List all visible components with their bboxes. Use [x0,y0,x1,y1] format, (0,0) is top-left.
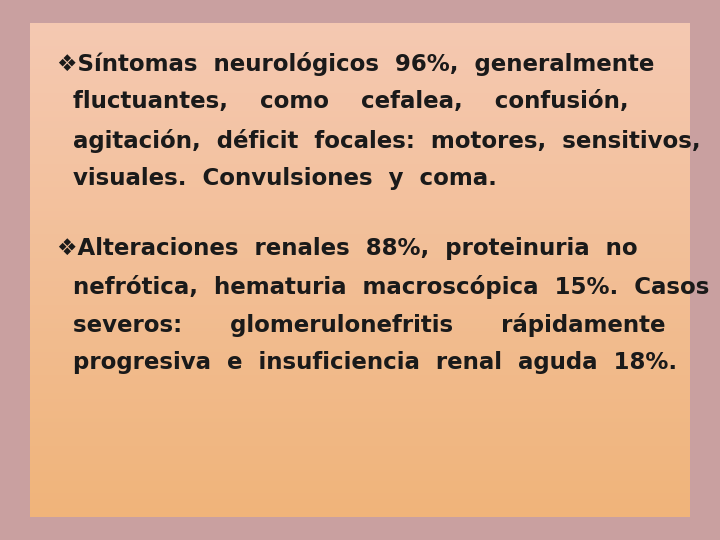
Text: ❖Síntomas  neurológicos  96%,  generalmente: ❖Síntomas neurológicos 96%, generalmente [57,52,654,76]
Text: ❖Alteraciones  renales  88%,  proteinuria  no: ❖Alteraciones renales 88%, proteinuria n… [57,237,637,260]
Text: visuales.  Convulsiones  y  coma.: visuales. Convulsiones y coma. [57,167,497,190]
Text: nefrótica,  hematuria  macroscópica  15%.  Casos: nefrótica, hematuria macroscópica 15%. C… [57,275,709,299]
Text: severos:      glomerulonefritis      rápidamente: severos: glomerulonefritis rápidamente [57,313,665,337]
Text: fluctuantes,    como    cefalea,    confusión,: fluctuantes, como cefalea, confusión, [57,90,629,113]
Text: progresiva  e  insuficiencia  renal  aguda  18%.: progresiva e insuficiencia renal aguda 1… [57,351,677,374]
Text: agitación,  déficit  focales:  motores,  sensitivos,: agitación, déficit focales: motores, sen… [57,129,701,152]
